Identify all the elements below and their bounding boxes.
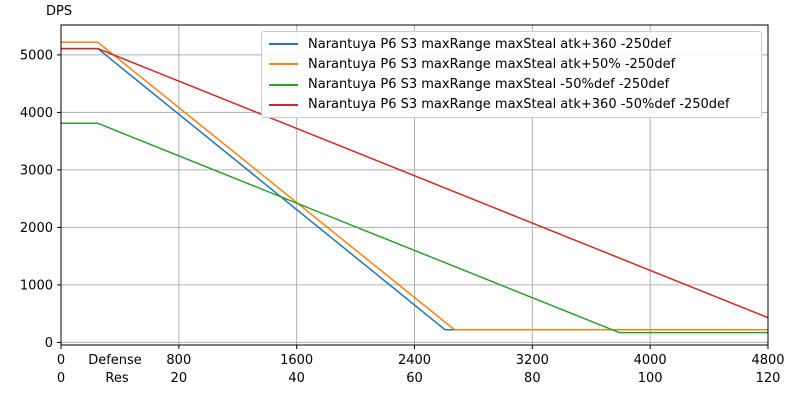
legend-line-sample: [269, 63, 298, 66]
x-tick-label-defense: 1600: [280, 353, 313, 368]
x-tick-label-defense: 3200: [516, 353, 549, 368]
x-tick-label-res: 60: [406, 371, 423, 386]
y-tick-label: 4000: [20, 106, 53, 121]
legend-item: Narantuya P6 S3 maxRange maxSteal atk+50…: [262, 54, 761, 74]
x-tick-label-res: 100: [638, 371, 663, 386]
x-tick-label-res: 20: [171, 371, 188, 386]
legend: Narantuya P6 S3 maxRange maxSteal atk+36…: [261, 31, 762, 118]
legend-item-label: Narantuya P6 S3 maxRange maxSteal atk+36…: [308, 36, 672, 52]
legend-line-sample: [269, 83, 298, 86]
legend-item-label: Narantuya P6 S3 maxRange maxSteal atk+36…: [308, 97, 730, 113]
y-tick-label: 1000: [20, 278, 53, 293]
x-tick-label-res: 0: [57, 371, 65, 386]
x-tick-label-defense: 0: [57, 353, 65, 368]
x-axis-row2-title: Res: [105, 371, 128, 386]
x-tick-label-res: 80: [524, 371, 541, 386]
legend-item: Narantuya P6 S3 maxRange maxSteal atk+36…: [262, 95, 761, 115]
legend-item: Narantuya P6 S3 maxRange maxSteal -50%de…: [262, 75, 761, 95]
legend-line-sample: [269, 103, 298, 106]
legend-line-sample: [269, 43, 298, 46]
legend-item-label: Narantuya P6 S3 maxRange maxSteal atk+50…: [308, 56, 676, 72]
x-axis-row1-title: Defense: [88, 353, 142, 368]
legend-item-label: Narantuya P6 S3 maxRange maxSteal -50%de…: [308, 77, 670, 93]
y-tick-label: 0: [45, 336, 53, 351]
y-tick-label: 3000: [20, 163, 53, 178]
x-tick-label-defense: 2400: [398, 353, 431, 368]
legend-item: Narantuya P6 S3 maxRange maxSteal atk+36…: [262, 34, 761, 54]
x-tick-label-defense: 4000: [634, 353, 667, 368]
x-tick-label-defense: 4800: [751, 353, 784, 368]
series-line-3: [61, 47, 769, 319]
series-line-2: [61, 122, 768, 334]
x-tick-label-res: 120: [756, 371, 781, 386]
y-tick-label: 5000: [20, 48, 53, 63]
x-tick-label-defense: 800: [166, 353, 191, 368]
y-tick-label: 2000: [20, 221, 53, 236]
y-axis-title: DPS: [46, 4, 73, 19]
x-tick-label-res: 40: [288, 371, 305, 386]
